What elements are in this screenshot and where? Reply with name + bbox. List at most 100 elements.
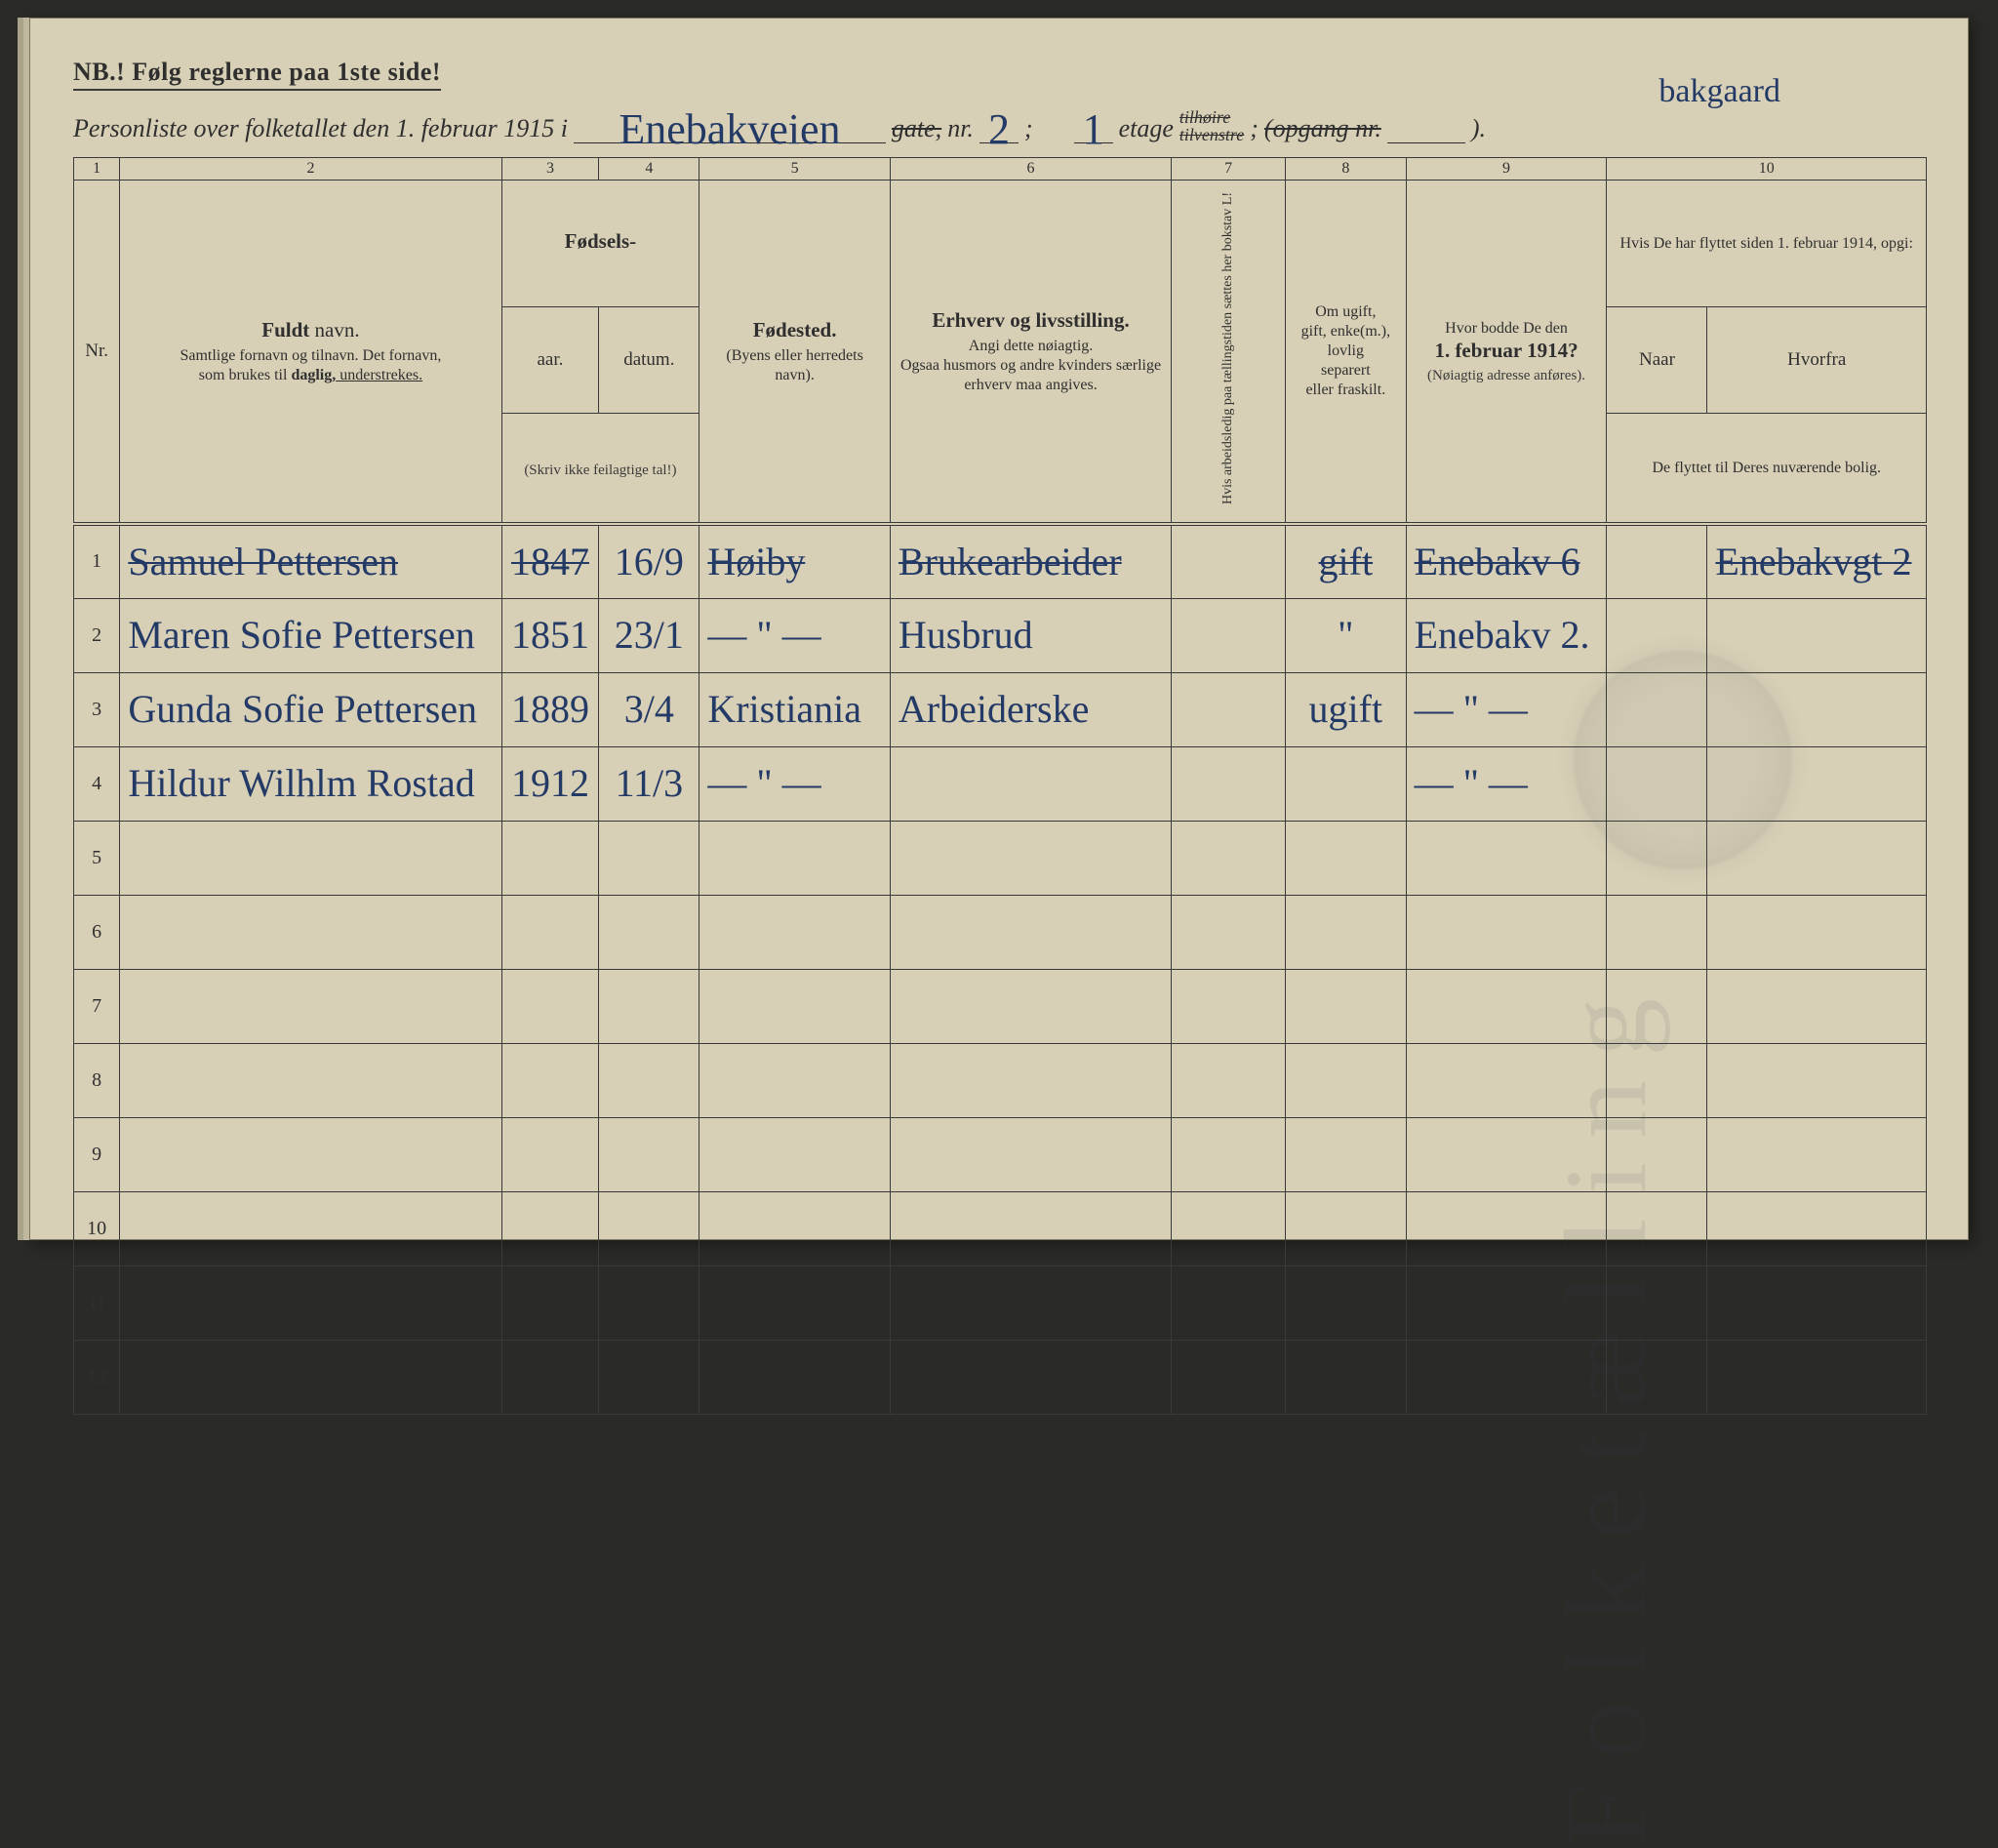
cell-col7 (1172, 1191, 1286, 1265)
street-field: Enebakveien (574, 117, 886, 143)
cell-col10b (1707, 598, 1927, 672)
cell-erhverv: Arbeiderske (890, 672, 1171, 746)
cell-col9 (1406, 1191, 1607, 1265)
hdr-fodested-main: Fødested. (753, 318, 837, 341)
hdr-col10-top-text: Hvis De har flyttet siden 1. februar 191… (1613, 234, 1920, 254)
cell-fodested: — " — (699, 746, 891, 821)
cell-name-value: Hildur Wilhlm Rostad (128, 761, 474, 805)
table-row: 3Gunda Sofie Pettersen18893/4KristianiaA… (74, 672, 1927, 746)
cell-col10a (1607, 1191, 1707, 1265)
row-nr: 5 (74, 821, 120, 895)
cell-name (120, 1340, 501, 1414)
cell-col10a (1607, 1117, 1707, 1191)
row-nr: 12 (74, 1340, 120, 1414)
paper-sheet: NB.! Følg reglerne paa 1ste side! bakgaa… (29, 18, 1969, 1240)
cell-col10b (1707, 969, 1927, 1043)
cell-datum (599, 969, 699, 1043)
hdr-col9-l3: (Nøiagtig adresse anføres). (1413, 367, 1601, 384)
cell-fodested (699, 821, 891, 895)
cell-erhverv: Husbrud (890, 598, 1171, 672)
cell-col9 (1406, 969, 1607, 1043)
row-nr: 4 (74, 746, 120, 821)
cell-col9 (1406, 1117, 1607, 1191)
colnum-10: 10 (1607, 158, 1927, 181)
cell-aar-value: 1912 (510, 764, 591, 803)
cell-col8-value: ugift (1294, 690, 1398, 729)
cell-aar-value: 1851 (510, 616, 591, 655)
hdr-fodsels: Fødsels- (501, 181, 699, 307)
row-nr: 3 (74, 672, 120, 746)
colnum-6: 6 (890, 158, 1171, 181)
hdr-datum: datum. (599, 307, 699, 414)
colnum-7: 7 (1172, 158, 1286, 181)
cell-fodested: Høiby (699, 524, 891, 598)
cell-fodested (699, 1043, 891, 1117)
hdr-col10-bot: De flyttet til Deres nuværende bolig. (1607, 414, 1927, 524)
cell-datum-value: 16/9 (607, 542, 691, 582)
table-row: 9 (74, 1117, 1927, 1191)
cell-col9-value: Enebakv 6 (1415, 540, 1580, 583)
cell-col10a (1607, 969, 1707, 1043)
cell-erhverv (890, 1265, 1171, 1340)
cell-name (120, 821, 501, 895)
cell-datum: 11/3 (599, 746, 699, 821)
colnum-8: 8 (1286, 158, 1407, 181)
cell-col8 (1286, 1117, 1407, 1191)
gate-label: gate, (892, 114, 941, 143)
nr-field: 2 (979, 117, 1019, 143)
cell-col8 (1286, 895, 1407, 969)
hdr-fuldt-word: navn. (315, 318, 360, 341)
cell-fodested-value: Kristiania (707, 687, 861, 731)
hdr-skriv-note-text: (Skriv ikke feilagtige tal!) (508, 462, 694, 479)
cell-erhverv (890, 895, 1171, 969)
cell-col9 (1406, 1265, 1607, 1340)
hdr-erhverv-main: Erhverv og livsstilling. (932, 308, 1129, 332)
table-row: 10 (74, 1191, 1927, 1265)
cell-col7 (1172, 1340, 1286, 1414)
row-nr: 8 (74, 1043, 120, 1117)
cell-aar-value: 1889 (510, 690, 591, 729)
hdr-hvorfra: Hvorfra (1707, 307, 1927, 414)
cell-col9-value: Enebakv 2. (1415, 613, 1590, 657)
cell-fodested-value: Høiby (707, 540, 805, 583)
cell-aar-value: 1847 (510, 542, 591, 582)
cell-datum (599, 1117, 699, 1191)
cell-col8-value: " (1294, 616, 1398, 655)
cell-col7 (1172, 1117, 1286, 1191)
cell-fodested-value: — " — (707, 761, 820, 805)
cell-name (120, 969, 501, 1043)
cell-col8 (1286, 1265, 1407, 1340)
cell-erhverv (890, 821, 1171, 895)
hdr-erhverv: Erhverv og livsstilling. Angi dette nøia… (890, 181, 1171, 525)
cell-aar: 1851 (501, 598, 599, 672)
cell-col9: Enebakv 6 (1406, 524, 1607, 598)
cell-erhverv (890, 1191, 1171, 1265)
cell-erhverv (890, 969, 1171, 1043)
hdr-naar: Naar (1607, 307, 1707, 414)
table-row: 12 (74, 1340, 1927, 1414)
cell-col9 (1406, 895, 1607, 969)
table-row: 4Hildur Wilhlm Rostad191211/3— " —— " — (74, 746, 1927, 821)
hdr-erhverv-sub1: Angi dette nøiagtig. (897, 337, 1165, 356)
hdr-col8-l2: gift, enke(m.), (1292, 322, 1400, 341)
title-prefix: Personliste over folketallet den 1. febr… (73, 114, 568, 143)
cell-col10b (1707, 746, 1927, 821)
nb-instruction: NB.! Følg reglerne paa 1ste side! (73, 58, 441, 91)
cell-aar (501, 969, 599, 1043)
cell-datum (599, 1043, 699, 1117)
cell-aar (501, 821, 599, 895)
cell-aar (501, 1265, 599, 1340)
cell-col8 (1286, 1191, 1407, 1265)
cell-name (120, 1043, 501, 1117)
hdr-fuldt-sub2b: daglig, (291, 367, 336, 383)
cell-col9 (1406, 1340, 1607, 1414)
cell-name (120, 895, 501, 969)
annotation-bakgaard: bakgaard (1658, 73, 1780, 110)
hdr-fodested: Fødested. (Byens eller herredets navn). (699, 181, 891, 525)
cell-datum (599, 1265, 699, 1340)
cell-datum (599, 1191, 699, 1265)
cell-datum: 23/1 (599, 598, 699, 672)
title-line: Personliste over folketallet den 1. febr… (73, 108, 1927, 143)
hdr-col9-l1: Hvor bodde De den (1413, 319, 1601, 339)
hdr-fodsels-text: Fødsels- (565, 229, 637, 253)
